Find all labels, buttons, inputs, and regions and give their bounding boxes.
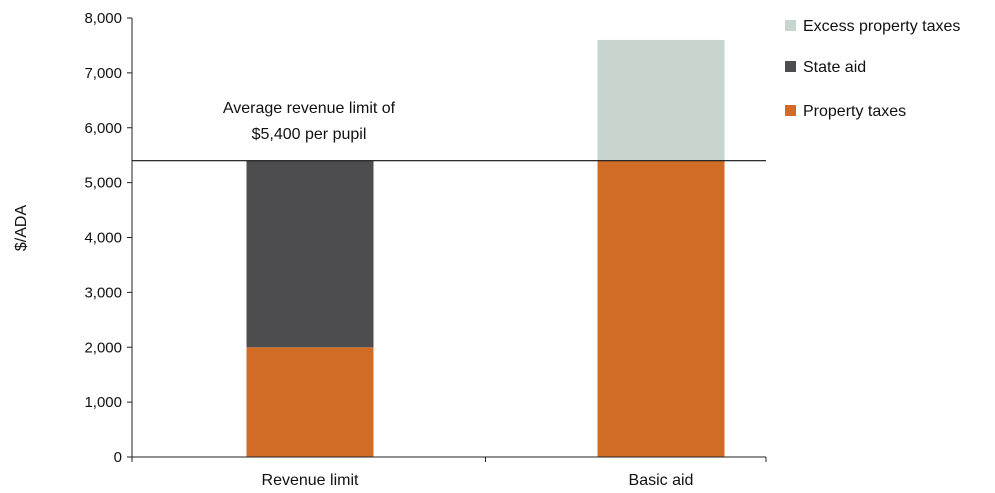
bars-group <box>246 39 725 458</box>
x-labels-group: Revenue limit Basic aid <box>262 472 694 489</box>
y-ticks-group: 0 1,000 2,000 3,000 4,000 5,000 6,000 7,000 8,00… <box>84 10 132 466</box>
y-tick-label-8: 8,000 <box>84 10 122 27</box>
x-category-label-1: Basic aid <box>629 472 694 489</box>
bar-1-0 <box>597 160 725 458</box>
bar-1-2 <box>597 39 725 161</box>
legend-swatch-2 <box>785 105 796 116</box>
legend-label-1: State aid <box>803 59 866 76</box>
legend-label-2: Property taxes <box>803 103 906 120</box>
y-tick-label-2: 2,000 <box>84 339 122 356</box>
y-tick-label-7: 7,000 <box>84 65 122 82</box>
y-tick-label-4: 4,000 <box>84 230 122 247</box>
y-tick-label-6: 6,000 <box>84 120 122 137</box>
reference-line-group: Average revenue limit of $5,400 per pupil <box>132 100 766 162</box>
y-tick-label-0: 0 <box>114 449 122 466</box>
reference-line-label-0: Average revenue limit of <box>223 100 396 117</box>
x-category-label-0: Revenue limit <box>262 472 359 489</box>
y-tick-label-1: 1,000 <box>84 394 122 411</box>
y-tick-label-3: 3,000 <box>84 284 122 301</box>
legend-swatch-1 <box>785 61 796 72</box>
y-axis-title: $/ADA <box>13 205 30 252</box>
bar-0-0 <box>246 347 374 457</box>
legend-label-0: Excess property taxes <box>803 18 960 35</box>
reference-line-label-1: $5,400 per pupil <box>252 126 367 143</box>
legend-swatch-0 <box>785 20 796 31</box>
bar-0-1 <box>246 160 374 348</box>
legend: Excess property taxes State aid Property t… <box>785 18 960 120</box>
y-tick-label-5: 5,000 <box>84 175 122 192</box>
